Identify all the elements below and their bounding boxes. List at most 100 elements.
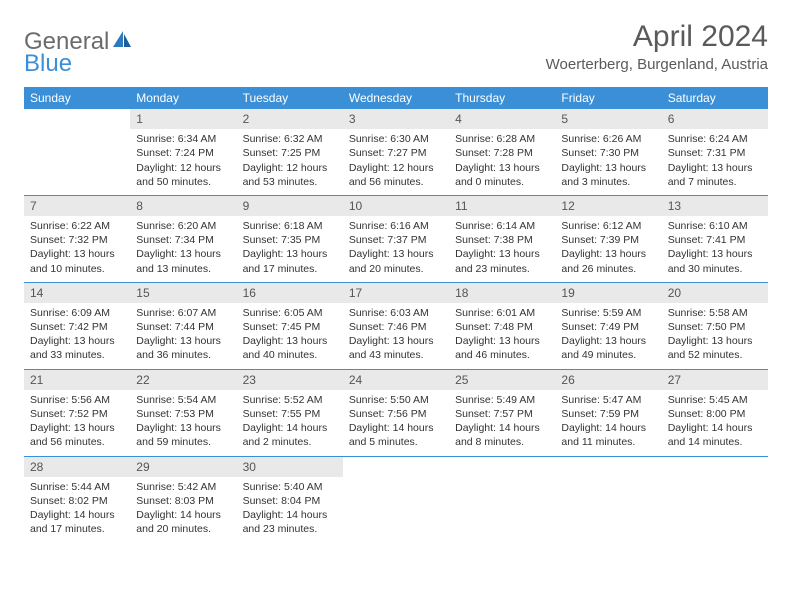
daylight-line2: and 11 minutes. (561, 435, 655, 449)
sunrise-text: Sunrise: 6:18 AM (243, 219, 337, 233)
cell-body: Sunrise: 5:59 AMSunset: 7:49 PMDaylight:… (555, 303, 661, 369)
daylight-line1: Daylight: 13 hours (561, 334, 655, 348)
sunrise-text: Sunrise: 5:54 AM (136, 393, 230, 407)
daylight-line2: and 20 minutes. (349, 262, 443, 276)
sunrise-text: Sunrise: 6:34 AM (136, 132, 230, 146)
daylight-line1: Daylight: 13 hours (455, 161, 549, 175)
sunrise-text: Sunrise: 5:47 AM (561, 393, 655, 407)
cell-body: Sunrise: 5:54 AMSunset: 7:53 PMDaylight:… (130, 390, 236, 456)
sunset-text: Sunset: 7:53 PM (136, 407, 230, 421)
sunrise-text: Sunrise: 6:12 AM (561, 219, 655, 233)
calendar-cell: 14Sunrise: 6:09 AMSunset: 7:42 PMDayligh… (24, 283, 130, 369)
daylight-line2: and 7 minutes. (668, 175, 762, 189)
cell-body: Sunrise: 6:26 AMSunset: 7:30 PMDaylight:… (555, 129, 661, 195)
daylight-line1: Daylight: 14 hours (349, 421, 443, 435)
day-number: 10 (343, 196, 449, 216)
day-header: Friday (555, 87, 661, 109)
cell-body: Sunrise: 6:03 AMSunset: 7:46 PMDaylight:… (343, 303, 449, 369)
calendar-cell (343, 457, 449, 543)
calendar-cell: 3Sunrise: 6:30 AMSunset: 7:27 PMDaylight… (343, 109, 449, 195)
cell-body: Sunrise: 6:24 AMSunset: 7:31 PMDaylight:… (662, 129, 768, 195)
day-number: 28 (24, 457, 130, 477)
sunset-text: Sunset: 8:04 PM (243, 494, 337, 508)
cell-body: Sunrise: 6:09 AMSunset: 7:42 PMDaylight:… (24, 303, 130, 369)
sunrise-text: Sunrise: 5:52 AM (243, 393, 337, 407)
cell-body: Sunrise: 6:10 AMSunset: 7:41 PMDaylight:… (662, 216, 768, 282)
daylight-line1: Daylight: 12 hours (349, 161, 443, 175)
calendar-cell: 2Sunrise: 6:32 AMSunset: 7:25 PMDaylight… (237, 109, 343, 195)
sunrise-text: Sunrise: 6:20 AM (136, 219, 230, 233)
daylight-line1: Daylight: 13 hours (349, 334, 443, 348)
daylight-line2: and 13 minutes. (136, 262, 230, 276)
cell-body: Sunrise: 6:16 AMSunset: 7:37 PMDaylight:… (343, 216, 449, 282)
sunrise-text: Sunrise: 5:49 AM (455, 393, 549, 407)
daylight-line1: Daylight: 12 hours (243, 161, 337, 175)
sunrise-text: Sunrise: 5:59 AM (561, 306, 655, 320)
sunrise-text: Sunrise: 6:22 AM (30, 219, 124, 233)
sunrise-text: Sunrise: 6:16 AM (349, 219, 443, 233)
sunset-text: Sunset: 7:35 PM (243, 233, 337, 247)
daylight-line2: and 20 minutes. (136, 522, 230, 536)
day-number: 5 (555, 109, 661, 129)
daylight-line2: and 56 minutes. (30, 435, 124, 449)
calendar-cell: 18Sunrise: 6:01 AMSunset: 7:48 PMDayligh… (449, 283, 555, 369)
calendar: SundayMondayTuesdayWednesdayThursdayFrid… (24, 87, 768, 542)
cell-body: Sunrise: 6:22 AMSunset: 7:32 PMDaylight:… (24, 216, 130, 282)
daylight-line2: and 17 minutes. (30, 522, 124, 536)
sunrise-text: Sunrise: 6:26 AM (561, 132, 655, 146)
day-number: 4 (449, 109, 555, 129)
day-header: Tuesday (237, 87, 343, 109)
sunrise-text: Sunrise: 5:58 AM (668, 306, 762, 320)
daylight-line2: and 30 minutes. (668, 262, 762, 276)
cell-body: Sunrise: 5:45 AMSunset: 8:00 PMDaylight:… (662, 390, 768, 456)
day-number: 26 (555, 370, 661, 390)
sunset-text: Sunset: 7:32 PM (30, 233, 124, 247)
cell-body: Sunrise: 6:18 AMSunset: 7:35 PMDaylight:… (237, 216, 343, 282)
daylight-line1: Daylight: 13 hours (668, 161, 762, 175)
day-number: 7 (24, 196, 130, 216)
day-number: 22 (130, 370, 236, 390)
calendar-cell (449, 457, 555, 543)
location: Woerterberg, Burgenland, Austria (546, 56, 768, 73)
daylight-line2: and 2 minutes. (243, 435, 337, 449)
cell-body: Sunrise: 6:07 AMSunset: 7:44 PMDaylight:… (130, 303, 236, 369)
day-header: Thursday (449, 87, 555, 109)
sunrise-text: Sunrise: 6:09 AM (30, 306, 124, 320)
daylight-line2: and 46 minutes. (455, 348, 549, 362)
sunrise-text: Sunrise: 5:42 AM (136, 480, 230, 494)
sunrise-text: Sunrise: 6:32 AM (243, 132, 337, 146)
calendar-cell: 24Sunrise: 5:50 AMSunset: 7:56 PMDayligh… (343, 370, 449, 456)
cell-body: Sunrise: 5:47 AMSunset: 7:59 PMDaylight:… (555, 390, 661, 456)
daylight-line1: Daylight: 12 hours (136, 161, 230, 175)
calendar-cell: 15Sunrise: 6:07 AMSunset: 7:44 PMDayligh… (130, 283, 236, 369)
daylight-line2: and 17 minutes. (243, 262, 337, 276)
sunset-text: Sunset: 7:57 PM (455, 407, 549, 421)
sunset-text: Sunset: 7:45 PM (243, 320, 337, 334)
sunrise-text: Sunrise: 6:07 AM (136, 306, 230, 320)
sunset-text: Sunset: 7:41 PM (668, 233, 762, 247)
day-header: Sunday (24, 87, 130, 109)
cell-body: Sunrise: 6:12 AMSunset: 7:39 PMDaylight:… (555, 216, 661, 282)
daylight-line1: Daylight: 14 hours (243, 508, 337, 522)
sunset-text: Sunset: 7:37 PM (349, 233, 443, 247)
daylight-line2: and 23 minutes. (243, 522, 337, 536)
calendar-cell (662, 457, 768, 543)
calendar-cell: 17Sunrise: 6:03 AMSunset: 7:46 PMDayligh… (343, 283, 449, 369)
page: General April 2024 Woerterberg, Burgenla… (0, 0, 792, 562)
daylight-line2: and 52 minutes. (668, 348, 762, 362)
calendar-cell: 1Sunrise: 6:34 AMSunset: 7:24 PMDaylight… (130, 109, 236, 195)
calendar-cell: 4Sunrise: 6:28 AMSunset: 7:28 PMDaylight… (449, 109, 555, 195)
daylight-line1: Daylight: 13 hours (668, 247, 762, 261)
week-row: 21Sunrise: 5:56 AMSunset: 7:52 PMDayligh… (24, 370, 768, 457)
daylight-line1: Daylight: 13 hours (30, 247, 124, 261)
daylight-line2: and 26 minutes. (561, 262, 655, 276)
daylight-line1: Daylight: 13 hours (136, 334, 230, 348)
daylight-line2: and 5 minutes. (349, 435, 443, 449)
header: General April 2024 Woerterberg, Burgenla… (24, 20, 768, 73)
sunrise-text: Sunrise: 5:40 AM (243, 480, 337, 494)
daylight-line2: and 49 minutes. (561, 348, 655, 362)
sunset-text: Sunset: 8:00 PM (668, 407, 762, 421)
daylight-line1: Daylight: 13 hours (30, 334, 124, 348)
day-number: 8 (130, 196, 236, 216)
sunset-text: Sunset: 7:52 PM (30, 407, 124, 421)
